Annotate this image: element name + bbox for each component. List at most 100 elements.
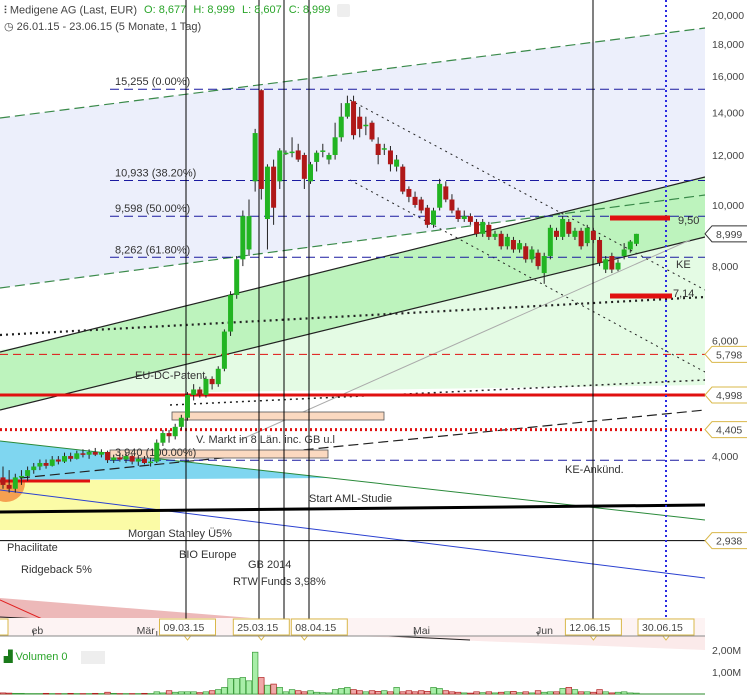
volume-bar (522, 691, 529, 695)
trend-line (0, 489, 706, 579)
trend-line (0, 295, 706, 337)
volume-bar (233, 678, 240, 695)
volume-bar (590, 691, 597, 695)
volume-bar (12, 692, 19, 695)
candle-body (400, 166, 406, 192)
volume-bar (387, 691, 394, 695)
candle-body (498, 233, 504, 247)
candle-body (154, 442, 160, 462)
label-rtw: RTW Funds 3,98% (233, 576, 326, 588)
candle-body (240, 216, 246, 260)
red-marks (610, 215, 672, 299)
candle-body (443, 186, 449, 200)
volume-bar (596, 689, 603, 695)
volume-bar (479, 692, 486, 695)
label-950: 9,50 (678, 215, 699, 227)
volume-bar (270, 683, 277, 695)
candle-body (6, 484, 12, 489)
price-tag-label: 4,405 (716, 425, 742, 437)
candle-body (603, 259, 609, 270)
volume-panel: 2,00M 1,00M (0, 645, 741, 695)
volume-bar (252, 651, 259, 695)
volume-bar (350, 689, 357, 695)
candle-body (301, 154, 307, 179)
date-tag (637, 618, 695, 636)
high-value: H: 8,999 (193, 4, 235, 17)
candle-body (105, 451, 111, 461)
candle-body (621, 249, 627, 257)
candle-body (12, 477, 18, 489)
candle-body (344, 103, 350, 117)
volume-bar (110, 692, 117, 695)
y-tick-label: 8,000 (712, 261, 738, 273)
candle-body (191, 389, 197, 395)
volume-bar (381, 690, 388, 695)
candle-body (474, 221, 480, 234)
volume-bar (614, 691, 622, 695)
volume-bar (393, 687, 400, 695)
candle-body (43, 462, 49, 466)
volume-bar (485, 691, 492, 695)
price-tag (704, 345, 747, 363)
volume-bar (141, 692, 148, 695)
support-lines (0, 353, 705, 542)
price-tag-label: 8,999 (716, 229, 742, 241)
date-range: 26.01.15 - 23.06.15 (5 Monate, 1 Tag) (16, 21, 202, 33)
volume-settings-button[interactable] (80, 650, 105, 664)
candle-body (578, 230, 584, 247)
volume-bar (190, 691, 197, 695)
candle-body (504, 236, 510, 247)
volume-bar (436, 688, 443, 695)
candle-body (166, 433, 172, 437)
candle-body (92, 451, 98, 455)
candle-body (394, 159, 400, 167)
candle-body (264, 166, 270, 220)
volume-bar (153, 691, 160, 695)
volume-bar (405, 690, 413, 695)
candle-body (320, 150, 326, 152)
candle-body (381, 148, 387, 150)
month-label: Mai (413, 625, 430, 637)
candle-body (228, 294, 234, 332)
volume-bar (602, 691, 609, 695)
volume-bar (633, 692, 640, 695)
volume-bar (184, 691, 191, 695)
volume-bar (67, 692, 74, 695)
label-ridgeback: Ridgeback 5% (21, 564, 92, 576)
volume-bar (313, 691, 320, 695)
volume-bar (541, 691, 548, 695)
price-tag (704, 386, 747, 404)
volume-bar (368, 690, 376, 695)
fib-levels: 15,255 (0.00%) 10,933 (38.20%) 9,598 (50.0… (110, 76, 705, 461)
volume-bar (276, 687, 283, 695)
candle-body (178, 417, 184, 427)
candle-body (148, 461, 154, 464)
gear-icon[interactable] (337, 4, 351, 17)
close-value: C: 8,999 (288, 4, 331, 17)
candle-body (627, 241, 633, 250)
candle-body (37, 462, 43, 467)
candle-body (197, 389, 203, 395)
peach-box-1 (171, 411, 385, 421)
y-tick-label: 18,000 (712, 39, 744, 51)
volume-header: ▟ Volumen 0 (4, 650, 105, 664)
clock-icon: ◷ (4, 21, 14, 33)
label-v-markt: V. Markt in 8 Län. inc. GB u.l (196, 434, 335, 446)
y-tick-label: 16,000 (712, 71, 744, 83)
volume-bar (282, 691, 290, 695)
candles (0, 89, 639, 493)
candle-body (424, 207, 430, 225)
volume-bar (92, 692, 99, 695)
candle-body (49, 459, 55, 466)
volume-bar (5, 692, 13, 695)
candle-body (369, 122, 375, 140)
volume-bar (325, 692, 333, 695)
trend-line (19, 409, 706, 479)
volume-bar (565, 687, 572, 695)
volume-bar (584, 691, 591, 695)
candle-body (387, 150, 393, 165)
volume-bar (319, 692, 326, 695)
month-label: eb (32, 625, 44, 637)
volume-bar (473, 691, 480, 695)
